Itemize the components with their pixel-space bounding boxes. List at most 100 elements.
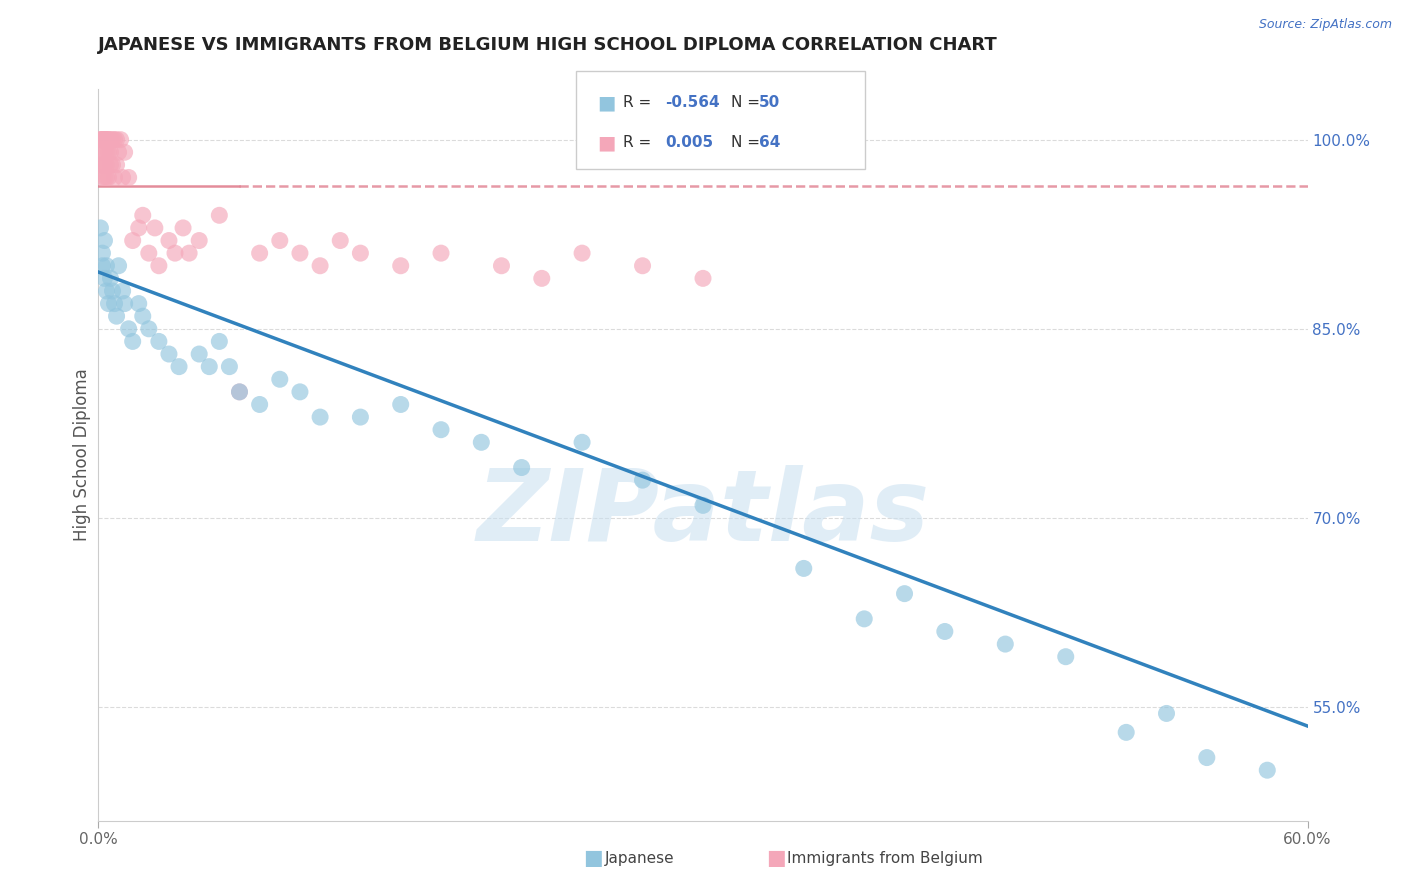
Point <box>132 208 155 222</box>
Y-axis label: High School Diploma: High School Diploma <box>73 368 91 541</box>
Point <box>91 133 114 147</box>
Point <box>430 246 453 260</box>
Point <box>510 460 533 475</box>
Point <box>893 587 915 601</box>
Point <box>470 435 492 450</box>
Point <box>692 499 714 513</box>
Point <box>172 221 194 235</box>
Point <box>692 271 714 285</box>
Point <box>138 322 160 336</box>
Point <box>167 359 190 374</box>
Point <box>89 133 111 147</box>
Point <box>91 133 114 147</box>
Text: R =: R = <box>623 95 657 110</box>
Point <box>105 309 128 323</box>
Point <box>389 397 412 411</box>
Point <box>288 246 311 260</box>
Text: -0.564: -0.564 <box>665 95 720 110</box>
Point <box>105 158 128 172</box>
Text: ■: ■ <box>598 133 616 153</box>
Text: ZIPatlas: ZIPatlas <box>477 465 929 562</box>
Point <box>97 145 120 160</box>
Point <box>389 259 412 273</box>
Point <box>1115 725 1137 739</box>
Point <box>96 133 118 147</box>
Point <box>853 612 876 626</box>
Point <box>249 246 271 260</box>
Point <box>96 284 118 298</box>
Point <box>93 133 115 147</box>
Point <box>208 208 231 222</box>
Point <box>118 170 141 185</box>
Point <box>105 133 128 147</box>
Point <box>631 259 654 273</box>
Point <box>91 158 114 172</box>
Point <box>91 133 114 147</box>
Point <box>89 221 111 235</box>
Point <box>228 384 250 399</box>
Point <box>100 271 122 285</box>
Point <box>218 359 240 374</box>
Point <box>97 133 120 147</box>
Point <box>93 170 115 185</box>
Point <box>103 296 125 310</box>
Text: Immigrants from Belgium: Immigrants from Belgium <box>787 851 983 865</box>
Point <box>121 334 143 349</box>
Point <box>96 145 118 160</box>
Point <box>1054 649 1077 664</box>
Point <box>100 145 122 160</box>
Point <box>571 435 593 450</box>
Point <box>1156 706 1178 721</box>
Text: 0.005: 0.005 <box>665 136 713 150</box>
Point <box>198 359 221 374</box>
Point <box>100 133 122 147</box>
Point <box>103 170 125 185</box>
Point <box>91 246 114 260</box>
Point <box>309 259 332 273</box>
Point <box>188 234 211 248</box>
Point <box>103 133 125 147</box>
Point <box>157 234 180 248</box>
Point <box>97 296 120 310</box>
Point <box>148 334 170 349</box>
Point <box>491 259 513 273</box>
Point <box>793 561 815 575</box>
Point <box>97 170 120 185</box>
Point <box>208 334 231 349</box>
Point <box>93 133 115 147</box>
Point <box>93 271 115 285</box>
Point <box>89 158 111 172</box>
Point <box>994 637 1017 651</box>
Point <box>111 284 134 298</box>
Point <box>309 410 332 425</box>
Point <box>96 259 118 273</box>
Point <box>288 384 311 399</box>
Point <box>91 170 114 185</box>
Point <box>269 372 291 386</box>
Point <box>631 473 654 487</box>
Point <box>96 133 118 147</box>
Point <box>93 145 115 160</box>
Point <box>228 384 250 399</box>
Text: ■: ■ <box>766 848 786 868</box>
Point <box>121 234 143 248</box>
Point <box>93 234 115 248</box>
Point <box>934 624 956 639</box>
Text: R =: R = <box>623 136 657 150</box>
Point <box>110 133 132 147</box>
Text: N =: N = <box>731 136 765 150</box>
Point <box>91 145 114 160</box>
Point <box>107 145 129 160</box>
Point <box>111 170 134 185</box>
Point <box>91 259 114 273</box>
Point <box>188 347 211 361</box>
Text: ■: ■ <box>598 93 616 112</box>
Point <box>107 259 129 273</box>
Point <box>93 158 115 172</box>
Text: 50: 50 <box>759 95 780 110</box>
Point <box>114 145 136 160</box>
Point <box>349 410 371 425</box>
Point <box>100 158 122 172</box>
Point <box>571 246 593 260</box>
Point <box>530 271 553 285</box>
